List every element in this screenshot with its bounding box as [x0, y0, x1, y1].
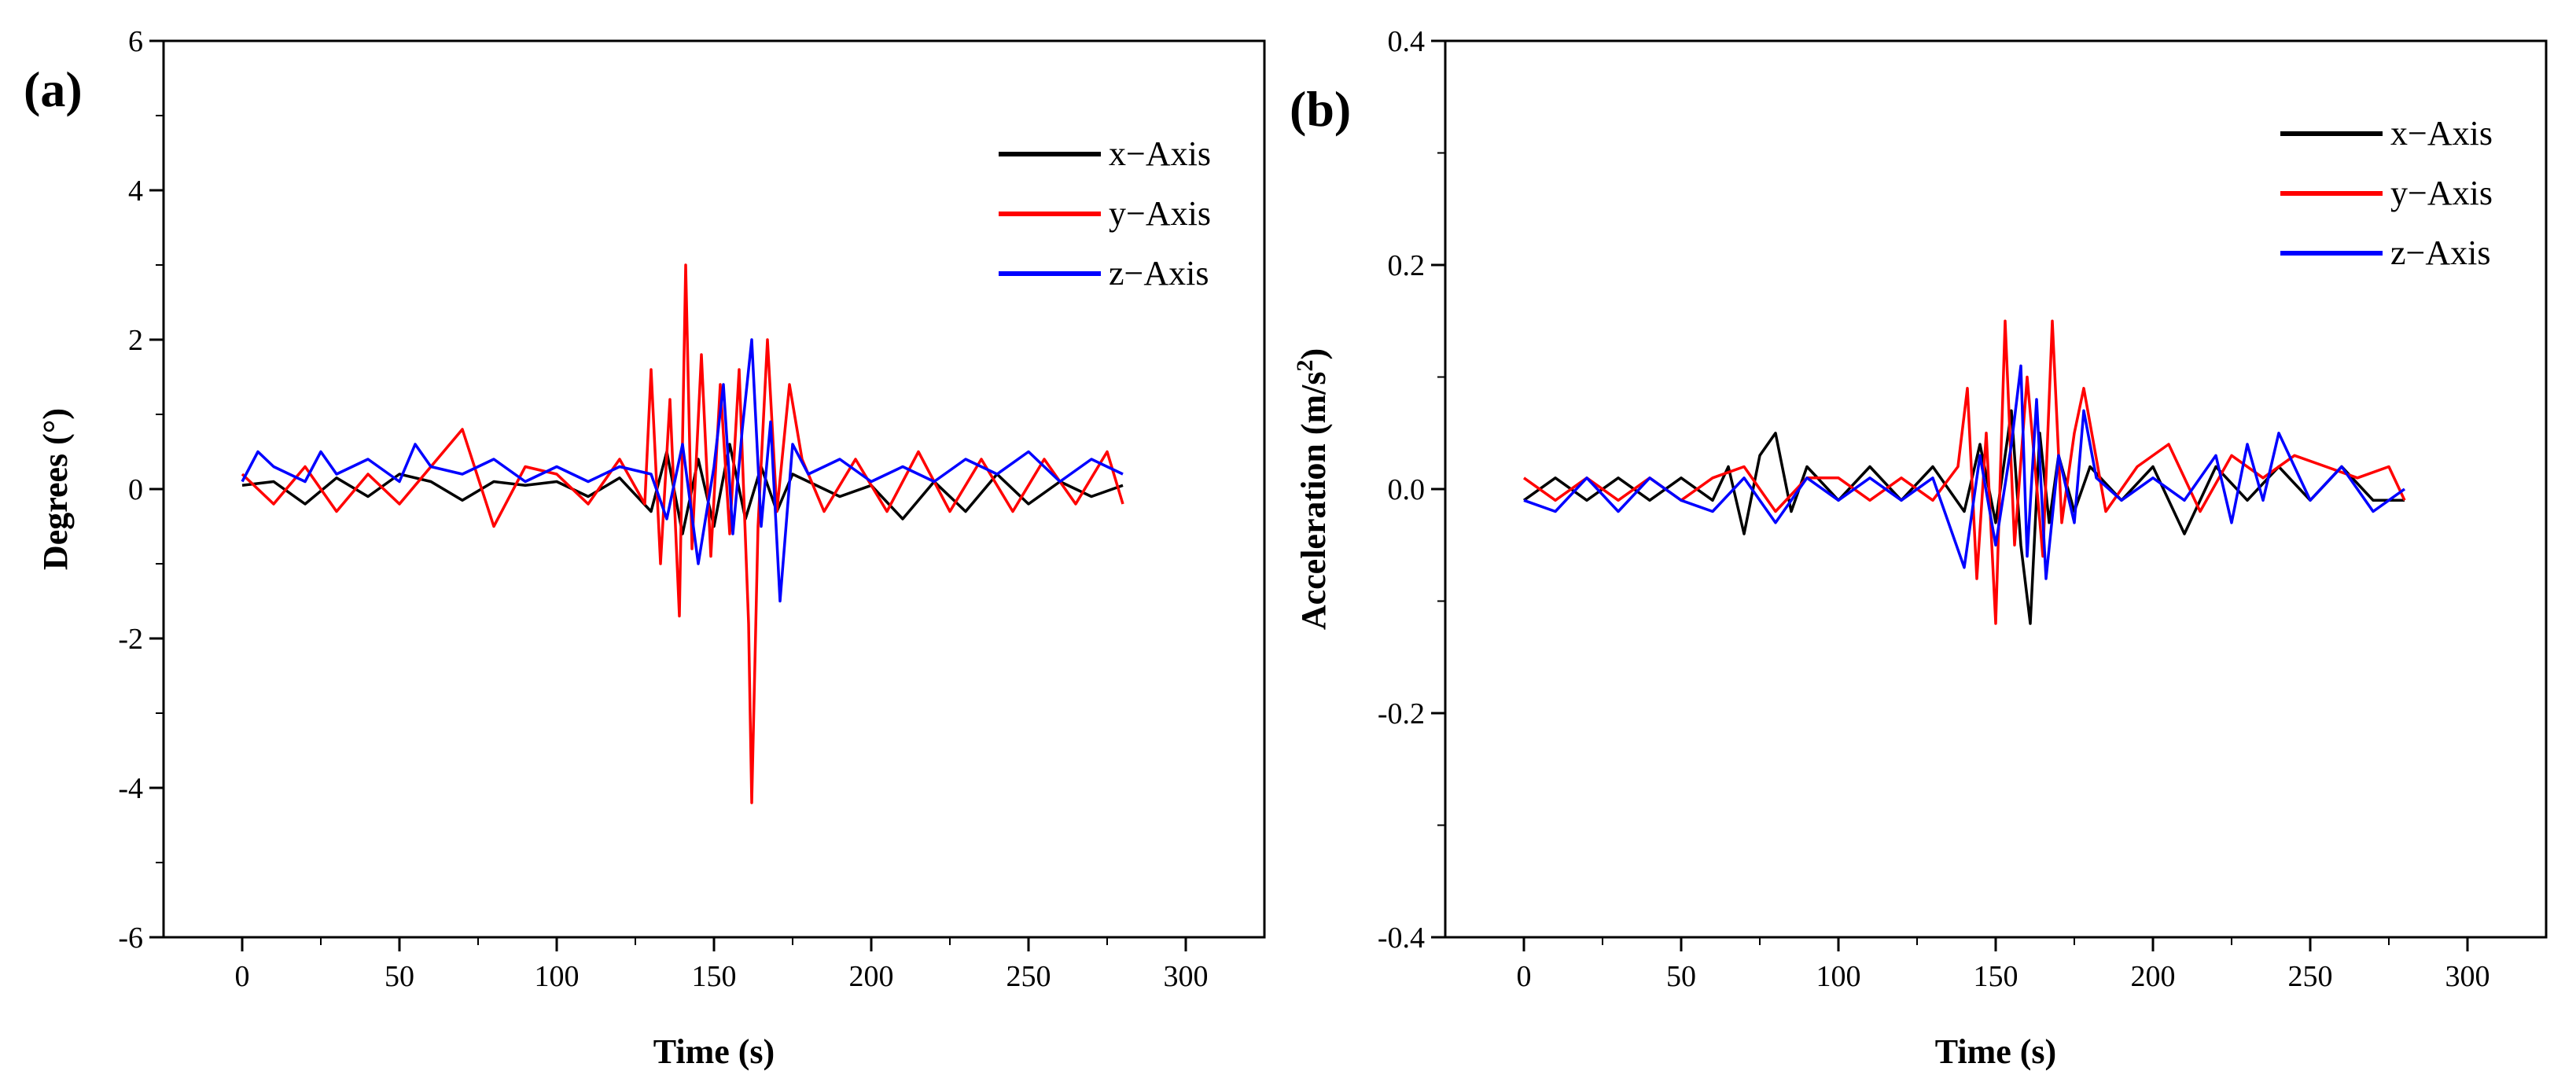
panel-a-degrees: (a) 0 50 100 150 200 250 300 -6 -4 -2 0 2 4 6 Time (s… [24, 25, 1266, 1071]
panel-a-legend: x−Axis y−Axis z−Axis [999, 134, 1211, 292]
panel-b-plot-frame [1444, 39, 2548, 939]
panel-a-ytick-label-6: 6 [128, 25, 143, 58]
panel-a-ytick-label-1: -4 [118, 772, 143, 805]
panel-b-label: (b) [1290, 81, 1351, 137]
panel-b-ytick-label-3: 0.2 [1388, 249, 1426, 282]
panel-a-xtick-label-3: 150 [692, 960, 737, 993]
panel-a-xtick-label-1: 50 [385, 960, 414, 993]
panel-b-ylabel-superscript: 2 [1292, 360, 1318, 372]
panel-b-ytick-label-4: 0.4 [1388, 25, 1426, 58]
panel-b-series-y [1522, 319, 2406, 625]
panel-a-series-y [241, 263, 1124, 804]
panel-a-xlabel: Time (s) [653, 1032, 775, 1071]
panel-b-legend-z: z−Axis [2390, 234, 2490, 272]
panel-b-ylabel-main: Acceleration (m/s [1294, 372, 1333, 631]
panel-a-legend-z: z−Axis [1109, 254, 1209, 292]
panel-a-series-z [241, 338, 1124, 603]
panel-b-acceleration: (b) 0 50 100 150 200 250 300-0.4-0.20.00.20.4 … [1290, 25, 2548, 1071]
panel-a-xtick-label-4: 200 [849, 960, 894, 993]
panel-a-series-x [241, 443, 1124, 535]
panel-b-ylabel-suffix: ) [1294, 348, 1333, 360]
panel-b-xtick-label-3: 150 [1974, 960, 2018, 993]
panel-a-legend-x: x−Axis [1109, 134, 1211, 173]
panel-b-xlabel: Time (s) [1935, 1032, 2056, 1071]
panel-b-xtick-label-6: 300 [2445, 960, 2490, 993]
panel-b-ylabel: Acceleration (m/s2) [1292, 348, 1333, 630]
panel-b-series [1522, 319, 2406, 625]
panel-b-xtick-label-2: 100 [1816, 960, 1861, 993]
panel-b-xtick-label-5: 250 [2288, 960, 2333, 993]
panel-a-ytick-label-3: 0 [128, 473, 143, 506]
panel-a-legend-y: y−Axis [1109, 194, 1211, 233]
panel-a-xtick-label-6: 300 [1164, 960, 1209, 993]
panel-b-xtick-label-4: 200 [2131, 960, 2176, 993]
panel-a-label: (a) [24, 61, 83, 117]
panel-a-ticks: 0 50 100 150 200 250 300 -6 -4 -2 0 2 4 6 [118, 25, 1208, 993]
panel-a-xtick-label-2: 100 [535, 960, 580, 993]
panel-a-ytick-label-2: -2 [118, 623, 143, 656]
panel-b-series-x [1522, 409, 2405, 625]
panel-b-legend-y: y−Axis [2390, 174, 2493, 212]
panel-a-ytick-label-4: 2 [128, 324, 143, 357]
panel-a-series [241, 263, 1124, 804]
panel-a-ytick-label-5: 4 [128, 175, 143, 208]
panel-b-xtick-label-1: 50 [1666, 960, 1696, 993]
panel-b-ytick-label-1: -0.2 [1378, 697, 1425, 730]
panel-b-xtick-label-0: 0 [1517, 960, 1532, 993]
panel-b-legend: x−Axis y−Axis z−Axis [2280, 114, 2493, 272]
panel-a-ytick-label-0: -6 [118, 922, 143, 955]
panel-b-ticks: 0 50 100 150 200 250 300 -0.4 -0.2 0.0 0.2 0.4 [1378, 25, 2490, 993]
panel-b-legend-x: x−Axis [2390, 114, 2493, 153]
panel-a-xtick-label-0: 0 [235, 960, 250, 993]
panel-b-series-z [1523, 364, 2406, 580]
panel-b-ytick-label-0: -0.4 [1378, 922, 1425, 955]
panel-b-ytick-label-2: 0.0 [1388, 473, 1426, 506]
panel-a-ylabel: Degrees (°) [36, 408, 75, 570]
panel-a-xtick-label-5: 250 [1006, 960, 1051, 993]
